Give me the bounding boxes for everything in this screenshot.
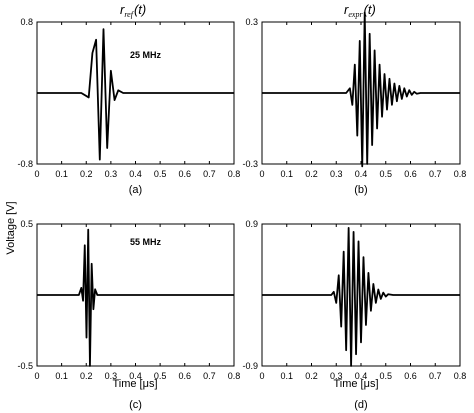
panel-label: (a) <box>129 184 142 196</box>
x-tick-label: 0.3 <box>330 371 343 381</box>
x-tick-label: 0.1 <box>280 371 293 381</box>
x-tick-label: 0.8 <box>228 169 241 179</box>
column-title-expr: rexpr(t) <box>344 2 376 19</box>
x-tick-label: 0.4 <box>129 169 142 179</box>
panel-label: (d) <box>354 399 367 411</box>
panel-1: 0 0.1 0.2 0.3 0.4 0.5 0.6 0.7 0.8 0.8 -0.8 25 MHz (a… <box>17 17 240 196</box>
y-axis-label: Voltage [V] <box>5 201 17 254</box>
x-tick-label: 0.3 <box>105 371 118 381</box>
x-tick-label: 0.2 <box>80 371 93 381</box>
y-tick-label: 0.5 <box>20 219 33 229</box>
x-tick-label: 0.2 <box>305 169 318 179</box>
x-tick-label: 0.6 <box>178 371 191 381</box>
x-tick-label: 0.3 <box>330 169 343 179</box>
frequency-annotation: 55 MHz <box>130 237 162 247</box>
y-tick-label: -0.5 <box>17 361 33 371</box>
panel-2: 0 0.1 0.2 0.3 0.4 0.5 0.6 0.7 0.8 0.3 -0.3 (b) <box>242 11 467 196</box>
x-tick-label: 0.1 <box>55 169 68 179</box>
x-tick-label: 0.1 <box>280 169 293 179</box>
x-tick-label: 0 <box>259 371 264 381</box>
x-axis-label-left: Time [μs] <box>112 378 157 390</box>
panels: 0 0.1 0.2 0.3 0.4 0.5 0.6 0.7 0.8 0.8 -0.8 25 MHz (a… <box>17 11 467 411</box>
x-tick-label: 0.2 <box>80 169 93 179</box>
series-line <box>37 28 234 161</box>
x-tick-label: 0.6 <box>404 371 417 381</box>
x-tick-label: 0.4 <box>355 169 368 179</box>
x-tick-label: 0 <box>34 371 39 381</box>
x-tick-label: 0.8 <box>454 371 467 381</box>
x-tick-label: 0.8 <box>228 371 241 381</box>
x-tick-label: 0.8 <box>454 169 467 179</box>
x-tick-label: 0.7 <box>203 371 216 381</box>
series-line <box>37 228 234 367</box>
x-tick-label: 0.7 <box>429 371 442 381</box>
series-line <box>262 227 460 367</box>
x-tick-label: 0.2 <box>305 371 318 381</box>
series-line <box>262 11 460 168</box>
x-tick-label: 0.6 <box>404 169 417 179</box>
frequency-annotation: 25 MHz <box>130 50 162 60</box>
y-tick-label: 0.9 <box>245 219 258 229</box>
panel-4: 0 0.1 0.2 0.3 0.4 0.5 0.6 0.7 0.8 0.9 -0.9 (d) <box>242 219 466 411</box>
x-tick-label: 0.7 <box>203 169 216 179</box>
x-tick-label: 0.5 <box>379 169 392 179</box>
column-title-ref: rref(t) <box>120 2 146 19</box>
x-tick-label: 0.7 <box>429 169 442 179</box>
x-axis-label-right: Time [μs] <box>333 378 378 390</box>
y-tick-label: -0.8 <box>17 159 33 169</box>
panel-label: (b) <box>354 184 367 196</box>
x-tick-label: 0.5 <box>379 371 392 381</box>
x-tick-label: 0.4 <box>129 371 142 381</box>
x-tick-label: 0.5 <box>154 371 167 381</box>
y-tick-label: -0.9 <box>242 361 258 371</box>
x-tick-label: 0 <box>259 169 264 179</box>
x-tick-label: 0.4 <box>355 371 368 381</box>
x-tick-label: 0 <box>34 169 39 179</box>
x-tick-label: 0.5 <box>154 169 167 179</box>
x-tick-label: 0.3 <box>105 169 118 179</box>
y-tick-label: 0.3 <box>245 17 258 27</box>
y-tick-label: 0.8 <box>20 17 33 27</box>
y-tick-label: -0.3 <box>242 159 258 169</box>
x-tick-label: 0.6 <box>178 169 191 179</box>
panel-label: (c) <box>129 399 142 411</box>
panel-3: 0 0.1 0.2 0.3 0.4 0.5 0.6 0.7 0.8 0.5 -0.5 55 MHz (c… <box>17 219 240 411</box>
x-tick-label: 0.1 <box>55 371 68 381</box>
